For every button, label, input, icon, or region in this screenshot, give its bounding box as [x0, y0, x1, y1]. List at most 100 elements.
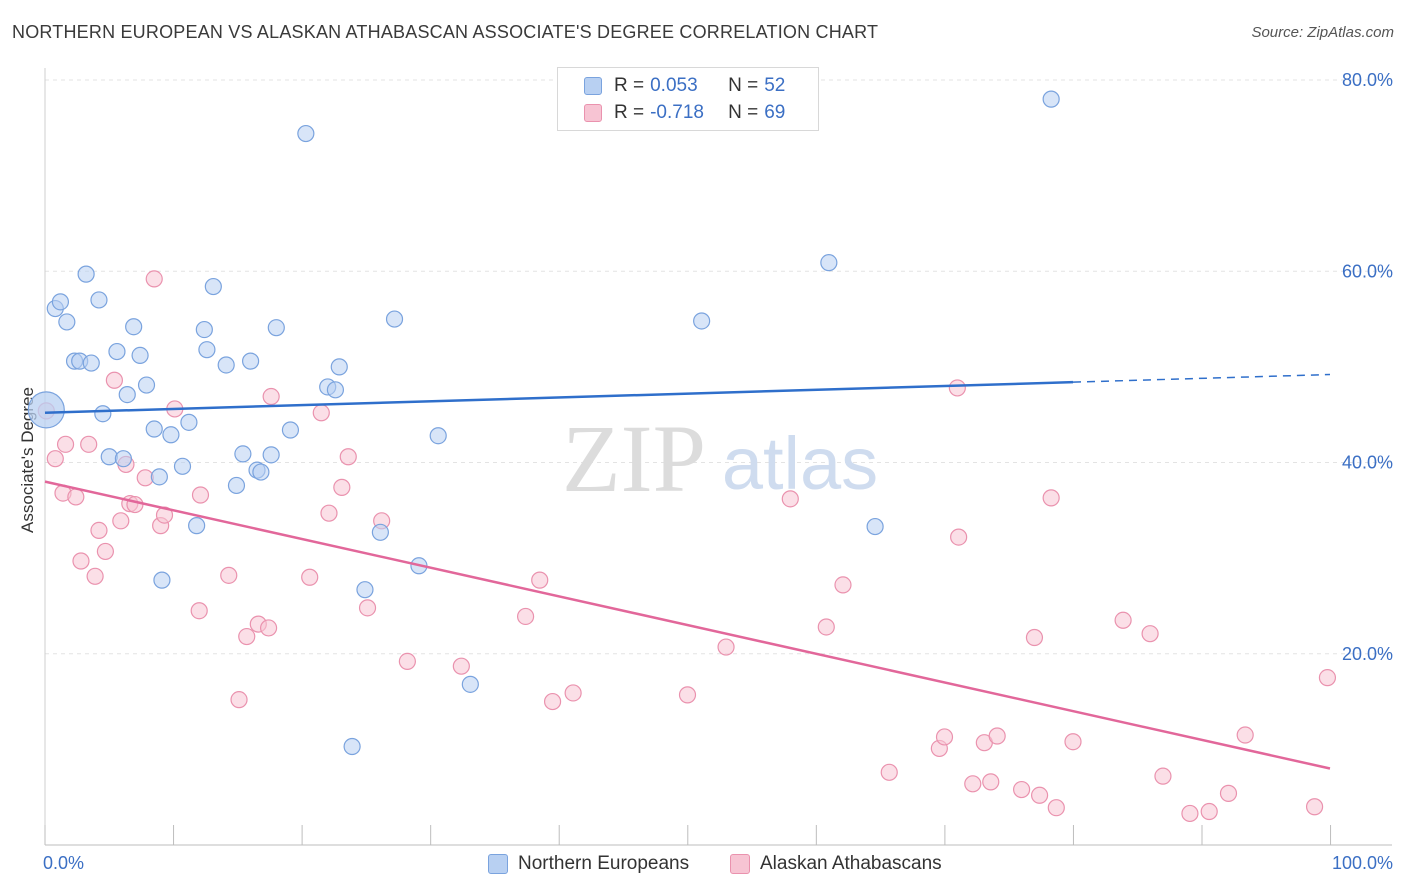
- data-point: [262, 387, 280, 406]
- data-point: [1030, 786, 1049, 804]
- data-point: [77, 265, 95, 283]
- data-point: [1141, 625, 1159, 643]
- data-point: [320, 504, 338, 522]
- data-point: [80, 435, 98, 453]
- legend-r-value: 0.053: [650, 75, 698, 96]
- data-point: [145, 420, 163, 438]
- data-point: [242, 352, 260, 370]
- x-tick-label: 100.0%: [1332, 853, 1393, 873]
- data-point: [162, 426, 180, 444]
- data-point: [834, 576, 852, 594]
- data-point: [982, 773, 1000, 791]
- data-point: [27, 391, 65, 429]
- data-point: [230, 691, 248, 709]
- data-point: [56, 435, 75, 453]
- legend-label-northern-europeans: Northern Europeans: [518, 853, 690, 874]
- data-point: [51, 293, 70, 311]
- data-point: [880, 763, 898, 781]
- data-point: [312, 404, 330, 422]
- data-point: [950, 528, 968, 546]
- legend-swatch-blue: [488, 854, 508, 874]
- source-label: Source: ZipAtlas.com: [1251, 24, 1394, 41]
- data-point: [1047, 799, 1065, 817]
- points-northern-europeans: [27, 90, 1060, 756]
- data-point: [173, 457, 192, 475]
- data-point: [114, 450, 132, 468]
- y-tick-label: 80.0%: [1342, 70, 1393, 90]
- watermark: ZIP atlas: [562, 405, 878, 512]
- data-point: [1042, 489, 1060, 507]
- data-point: [188, 517, 206, 535]
- data-point: [125, 318, 143, 336]
- data-point: [1200, 802, 1218, 821]
- legend-item-alaskan-athabascans: Alaskan Athabascans: [730, 852, 942, 876]
- data-point: [112, 512, 130, 530]
- data-point: [781, 490, 799, 508]
- data-point: [358, 599, 377, 617]
- data-point: [297, 124, 315, 143]
- data-point: [191, 486, 210, 504]
- trend-layer: [44, 373, 1331, 770]
- data-point: [385, 310, 404, 328]
- data-point: [398, 652, 416, 671]
- data-point: [195, 320, 213, 339]
- data-point: [267, 319, 285, 337]
- data-point: [301, 568, 319, 586]
- data-point: [234, 445, 252, 463]
- data-point: [1012, 780, 1031, 799]
- trend-line-pink: [44, 480, 1331, 770]
- data-point: [371, 523, 389, 541]
- data-point: [1042, 90, 1060, 108]
- data-point: [90, 291, 108, 309]
- data-point: [452, 657, 470, 675]
- data-point: [1318, 669, 1337, 687]
- data-point: [153, 571, 171, 589]
- data-point: [58, 313, 76, 331]
- legend-n-label: N =: [728, 75, 759, 96]
- data-point: [105, 371, 123, 389]
- legend-label-alaskan-athabascans: Alaskan Athabascans: [760, 853, 942, 874]
- data-point: [461, 675, 479, 693]
- data-point: [339, 448, 357, 466]
- stats-legend-row-pink: R = -0.718 N = 69: [584, 101, 785, 125]
- y-tick-label: 40.0%: [1342, 453, 1393, 473]
- data-point: [72, 552, 90, 570]
- data-point: [356, 581, 374, 599]
- data-point: [1181, 804, 1199, 823]
- data-point: [1064, 733, 1082, 751]
- axes-layer: [44, 68, 1392, 846]
- data-point: [564, 684, 582, 702]
- data-point: [259, 619, 278, 637]
- data-point: [1025, 628, 1044, 647]
- legend-r-label: R =: [614, 102, 645, 123]
- legend-r-label: R =: [614, 75, 645, 96]
- watermark-atlas: atlas: [722, 422, 878, 505]
- data-point: [180, 413, 198, 431]
- data-point: [90, 521, 108, 539]
- data-point: [326, 381, 345, 399]
- data-point: [717, 638, 735, 656]
- data-point: [531, 571, 549, 589]
- data-point: [46, 450, 64, 468]
- data-point: [988, 727, 1006, 745]
- data-point: [145, 270, 163, 288]
- data-point: [935, 728, 954, 746]
- y-tick-label: 60.0%: [1342, 261, 1393, 281]
- data-point: [429, 427, 447, 445]
- y-tick-label: 20.0%: [1342, 644, 1393, 664]
- data-point: [67, 488, 85, 506]
- data-point: [678, 686, 697, 704]
- legend-n-value: 52: [764, 75, 786, 96]
- data-point: [333, 478, 351, 496]
- data-point: [82, 354, 100, 372]
- legend-n-label: N =: [728, 102, 759, 123]
- data-point: [281, 421, 300, 439]
- stats-legend-row-blue: R = 0.053 N = 52: [584, 74, 785, 98]
- data-point: [137, 376, 156, 394]
- data-point: [190, 602, 208, 620]
- data-point: [866, 517, 884, 536]
- data-point: [131, 346, 149, 364]
- points-alaskan-athabascans: [37, 270, 1337, 823]
- data-point: [204, 277, 222, 296]
